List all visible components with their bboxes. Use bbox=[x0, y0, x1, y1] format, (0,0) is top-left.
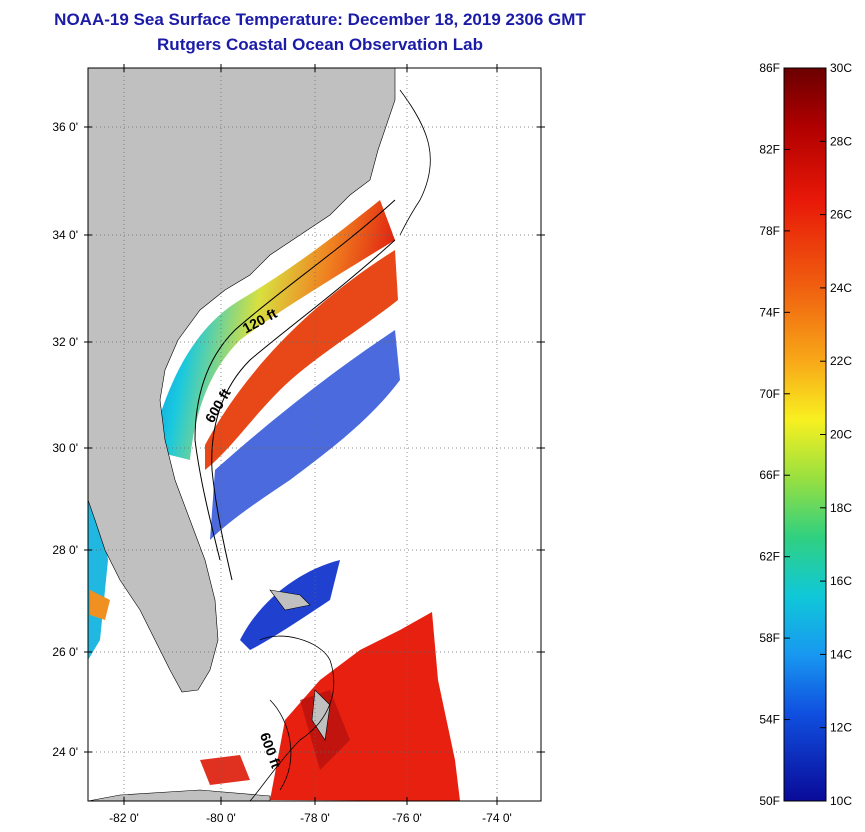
cuba-landmass bbox=[88, 789, 271, 801]
fahrenheit-tick-label: 66F bbox=[759, 468, 780, 482]
fahrenheit-tick-label: 82F bbox=[759, 142, 780, 156]
contour-120ft bbox=[194, 199, 396, 561]
lon-label: -78 0' bbox=[300, 811, 330, 825]
map-subtitle: Rutgers Coastal Ocean Observation Lab bbox=[157, 35, 483, 54]
fahrenheit-tick-label: 62F bbox=[759, 550, 780, 564]
celsius-tick-label: 20C bbox=[830, 428, 852, 442]
color-scale-bar: 86F 82F 78F 74F 70F 66F 62F 58F 54F 50F 30C 28C 26C… bbox=[759, 61, 852, 808]
celsius-tick-label: 24C bbox=[830, 281, 852, 295]
gulf-warm-patch bbox=[90, 590, 110, 620]
celsius-tick-label: 16C bbox=[830, 574, 852, 588]
grand-bahama bbox=[269, 589, 311, 611]
fahrenheit-tick-label: 54F bbox=[759, 713, 780, 727]
sst-map: 36 0' 34 0' 32 0' 30 0' 28 0' 26 0' 24 0… bbox=[52, 64, 545, 825]
lat-label: 34 0' bbox=[52, 228, 78, 242]
fahrenheit-labels: 86F 82F 78F 74F 70F 66F 62F 58F 54F 50F bbox=[759, 61, 790, 808]
celsius-tick-label: 12C bbox=[830, 721, 852, 735]
celsius-tick-label: 18C bbox=[830, 501, 852, 515]
contour-bahamas-inner bbox=[269, 699, 292, 791]
celsius-tick-label: 30C bbox=[830, 61, 852, 75]
celsius-labels: 30C 28C 26C 24C 22C 20C 18C 16C 14C 12C 10C bbox=[820, 61, 852, 808]
celsius-tick-label: 26C bbox=[830, 208, 852, 222]
andros-island bbox=[311, 689, 331, 741]
lon-label: -82 0' bbox=[109, 811, 139, 825]
contour-bahamas bbox=[249, 635, 335, 801]
celsius-tick-label: 10C bbox=[830, 794, 852, 808]
lat-label: 36 0' bbox=[52, 120, 78, 134]
fahrenheit-tick-label: 86F bbox=[759, 61, 780, 75]
tick-marks bbox=[84, 64, 545, 805]
color-scale-gradient bbox=[783, 67, 827, 802]
lat-label: 28 0' bbox=[52, 543, 78, 557]
lat-label: 32 0' bbox=[52, 335, 78, 349]
lat-label: 30 0' bbox=[52, 441, 78, 455]
shelf-sst-band bbox=[150, 200, 395, 460]
celsius-tick-label: 14C bbox=[830, 647, 852, 661]
celsius-tick-label: 28C bbox=[830, 134, 852, 148]
gulf-stream-band bbox=[205, 250, 398, 470]
lon-label: -74 0' bbox=[482, 811, 512, 825]
lon-label: -80 0' bbox=[206, 811, 236, 825]
lat-label: 26 0' bbox=[52, 645, 78, 659]
offshore-sst-patch bbox=[210, 330, 400, 540]
contour-north bbox=[399, 89, 431, 236]
lon-label: -76 0' bbox=[392, 811, 422, 825]
fahrenheit-tick-label: 70F bbox=[759, 387, 780, 401]
fahrenheit-tick-label: 58F bbox=[759, 631, 780, 645]
map-title: NOAA-19 Sea Surface Temperature: Decembe… bbox=[54, 10, 586, 29]
celsius-tick-label: 22C bbox=[830, 354, 852, 368]
fahrenheit-tick-label: 78F bbox=[759, 224, 780, 238]
fahrenheit-tick-label: 50F bbox=[759, 794, 780, 808]
keys-warm-patch bbox=[200, 755, 250, 785]
land-mass bbox=[88, 68, 396, 693]
contour-600ft bbox=[211, 239, 396, 581]
lat-label: 24 0' bbox=[52, 745, 78, 759]
fahrenheit-tick-label: 74F bbox=[759, 305, 780, 319]
